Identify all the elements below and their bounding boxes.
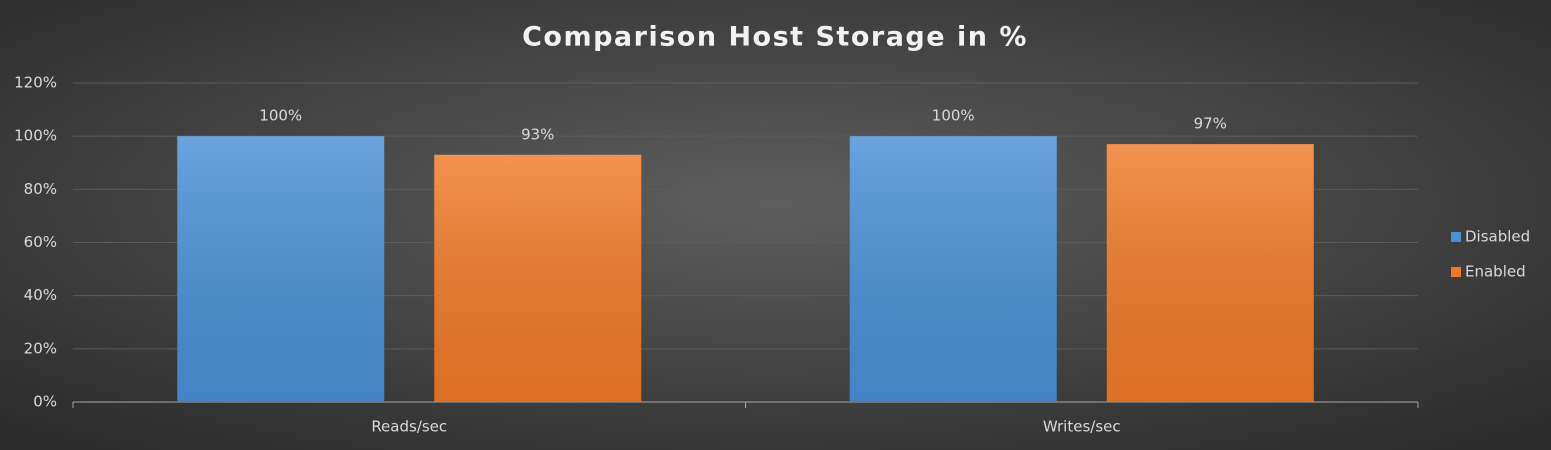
legend-label: Disabled bbox=[1465, 228, 1530, 246]
y-tick-label: 0% bbox=[33, 393, 57, 411]
data-label: 100% bbox=[259, 107, 302, 125]
x-tick-label: Reads/sec bbox=[371, 418, 447, 436]
y-tick-label: 100% bbox=[14, 127, 57, 145]
bar-shine bbox=[177, 136, 385, 402]
data-label: 97% bbox=[1194, 115, 1227, 133]
data-label: 100% bbox=[932, 107, 975, 125]
legend-swatch bbox=[1451, 267, 1461, 277]
chart-title: Comparison Host Storage in % bbox=[522, 22, 1028, 53]
y-tick-label: 120% bbox=[14, 74, 57, 92]
y-tick-label: 40% bbox=[24, 286, 57, 304]
y-tick-label: 20% bbox=[24, 339, 57, 357]
bar-shine bbox=[434, 154, 642, 402]
y-tick-label: 80% bbox=[24, 180, 57, 198]
x-tick-label: Writes/sec bbox=[1043, 418, 1121, 436]
y-tick-label: 60% bbox=[24, 233, 57, 251]
legend-swatch bbox=[1451, 232, 1461, 242]
bar-shine bbox=[849, 136, 1057, 402]
legend-label: Enabled bbox=[1465, 263, 1526, 281]
data-label: 93% bbox=[521, 125, 554, 143]
bar-shine bbox=[1106, 144, 1314, 402]
